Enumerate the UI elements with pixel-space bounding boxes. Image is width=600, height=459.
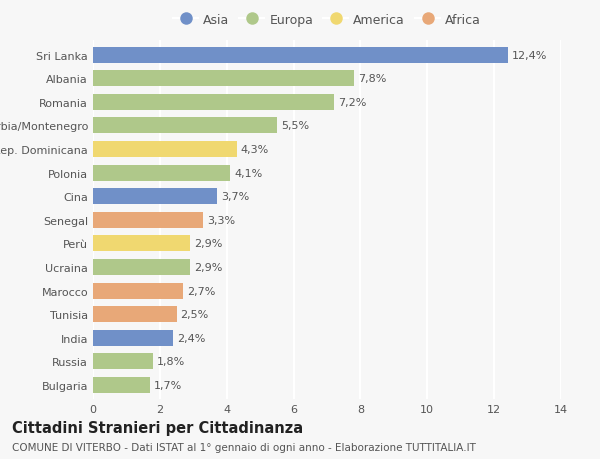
Bar [93,189,217,205]
Text: Cittadini Stranieri per Cittadinanza: Cittadini Stranieri per Cittadinanza [12,420,303,435]
Bar [93,259,190,275]
Text: 2,4%: 2,4% [177,333,206,343]
Text: 4,1%: 4,1% [234,168,262,178]
Bar [93,142,237,157]
Legend: Asia, Europa, America, Africa: Asia, Europa, America, Africa [173,13,481,27]
Text: 7,8%: 7,8% [358,74,386,84]
Text: 2,9%: 2,9% [194,239,223,249]
Text: 4,3%: 4,3% [241,145,269,155]
Text: 1,8%: 1,8% [157,357,185,367]
Bar [93,353,153,369]
Text: 3,7%: 3,7% [221,192,249,202]
Text: 5,5%: 5,5% [281,121,309,131]
Bar [93,95,334,111]
Bar [93,165,230,181]
Bar [93,307,176,323]
Text: COMUNE DI VITERBO - Dati ISTAT al 1° gennaio di ogni anno - Elaborazione TUTTITA: COMUNE DI VITERBO - Dati ISTAT al 1° gen… [12,442,476,452]
Text: 2,7%: 2,7% [187,286,215,296]
Bar [93,377,150,393]
Text: 7,2%: 7,2% [338,98,366,107]
Bar [93,71,354,87]
Bar [93,47,508,63]
Bar [93,236,190,252]
Text: 1,7%: 1,7% [154,380,182,390]
Bar [93,118,277,134]
Text: 12,4%: 12,4% [512,50,547,61]
Text: 2,9%: 2,9% [194,263,223,273]
Text: 2,5%: 2,5% [181,309,209,319]
Bar [93,330,173,346]
Text: 3,3%: 3,3% [208,215,235,225]
Bar [93,213,203,228]
Bar [93,283,183,299]
